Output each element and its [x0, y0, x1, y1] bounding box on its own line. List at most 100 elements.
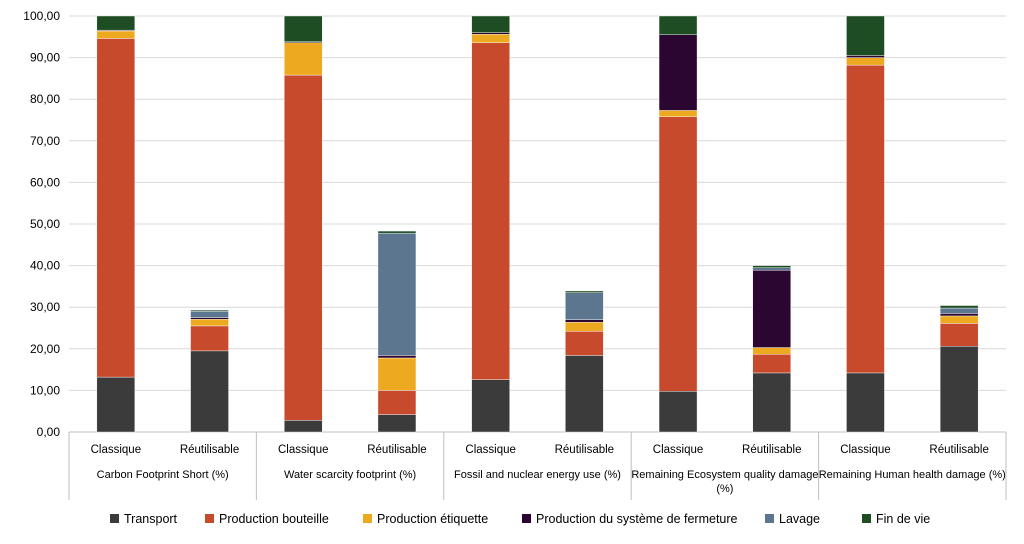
bar-segment-production-bouteille: [471, 42, 510, 380]
category-label: Réutilisable: [555, 444, 614, 456]
bar-segment-lavage: [190, 311, 229, 318]
bar-segment-production-du-systeme-de-fermeture: [471, 32, 510, 35]
group-label: Fossil and nuclear energy use (%): [454, 469, 621, 481]
legend-swatch: [110, 514, 119, 523]
bar-segment-production-etiquette: [565, 321, 604, 332]
bar-segment-production-etiquette: [377, 357, 417, 391]
bar-segment-fin-de-vie: [377, 230, 417, 234]
bar-segment-lavage: [565, 292, 604, 320]
group-label: Remaining Ecosystem quality damage (%): [631, 469, 818, 495]
category-label: Classique: [465, 444, 516, 456]
bar-segment-production-du-systeme-de-fermeture: [939, 313, 979, 317]
bar-segment-fin-de-vie: [658, 15, 698, 35]
y-tick-label: 40,00: [30, 259, 60, 273]
bar-segment-lavage: [752, 267, 791, 271]
y-tick-label: 30,00: [30, 300, 60, 314]
category-label: Classique: [91, 444, 142, 456]
bar-segment-fin-de-vie: [752, 265, 791, 268]
bar-segment-transport: [96, 376, 136, 433]
category-label: Classique: [840, 444, 891, 456]
bar-segment-fin-de-vie: [846, 15, 885, 56]
y-tick-label: 20,00: [30, 342, 60, 356]
y-tick-label: 80,00: [30, 92, 60, 106]
group-label: Remaining Human health damage (%): [819, 469, 1006, 481]
legend-label: Transport: [124, 512, 178, 526]
bar-segment-transport: [752, 372, 791, 433]
bar-segment-production-bouteille: [565, 331, 604, 356]
bar-segment-production-du-systeme-de-fermeture: [190, 317, 229, 320]
bar-segment-production-etiquette: [658, 110, 698, 117]
bar-segment-lavage: [939, 307, 979, 314]
legend-label: Production du système de fermeture: [536, 512, 738, 526]
bar-segment-production-bouteille: [846, 64, 885, 374]
group-label: Water scarcity footprint (%): [284, 469, 416, 481]
legend-item-lavage: Lavage: [765, 512, 820, 526]
bar-segment-production-etiquette: [752, 347, 791, 355]
bar-segment-production-du-systeme-de-fermeture: [846, 55, 885, 58]
x-axis: Classique Réutilisable Classique Réutilisab…: [68, 432, 1007, 500]
legend-swatch: [765, 514, 774, 523]
category-label: Classique: [278, 444, 329, 456]
y-axis-ticks: 0,00 10,00 20,00 30,00 40,00 50,00 60,00 70,00 8…: [23, 9, 60, 439]
bar-segment-fin-de-vie: [284, 15, 323, 42]
bar-segment-transport: [284, 420, 323, 433]
legend-swatch: [363, 514, 372, 523]
bars: [96, 15, 979, 433]
bar-segment-transport: [565, 355, 604, 433]
legend-label: Production bouteille: [219, 512, 329, 526]
bar-segment-production-etiquette: [96, 30, 136, 39]
category-label: Réutilisable: [929, 444, 988, 456]
bar-segment-production-bouteille: [658, 116, 698, 392]
bar-segment-production-etiquette: [846, 57, 885, 66]
bar-segment-production-etiquette: [471, 34, 510, 43]
y-tick-label: 70,00: [30, 134, 60, 148]
bar-segment-production-bouteille: [284, 74, 323, 421]
legend-item-production-du-systeme-de-fermeture: Production du système de fermeture: [522, 512, 738, 526]
bar-segment-production-du-systeme-de-fermeture: [752, 269, 791, 348]
bar-segment-transport: [658, 391, 698, 433]
legend-swatch: [862, 514, 871, 523]
legend-label: Lavage: [779, 512, 820, 526]
bar-segment-fin-de-vie: [471, 15, 510, 33]
category-label: Réutilisable: [367, 444, 426, 456]
bar-segment-production-bouteille: [377, 390, 417, 415]
category-label: Réutilisable: [742, 444, 801, 456]
bar-segment-transport: [846, 372, 885, 433]
legend-item-fin-de-vie: Fin de vie: [862, 512, 930, 526]
bar-segment-production-bouteille: [752, 354, 791, 374]
bar-segment-production-du-systeme-de-fermeture: [565, 319, 604, 323]
y-tick-label: 0,00: [37, 425, 61, 439]
y-tick-label: 60,00: [30, 175, 60, 189]
legend-label: Fin de vie: [876, 512, 930, 526]
bar-segment-transport: [377, 414, 417, 433]
category-label: Réutilisable: [180, 444, 239, 456]
legend-swatch: [205, 514, 214, 523]
legend-item-production-bouteille: Production bouteille: [205, 512, 329, 526]
bar-segment-fin-de-vie: [96, 15, 136, 31]
bar-segment-transport: [190, 350, 229, 433]
bar-segment-transport: [471, 379, 510, 433]
legend-label: Production étiquette: [377, 512, 488, 526]
y-tick-label: 100,00: [23, 9, 60, 23]
bar-segment-production-du-systeme-de-fermeture: [658, 34, 698, 111]
y-tick-label: 10,00: [30, 383, 60, 397]
bar-segment-production-bouteille: [96, 38, 136, 378]
bar-segment-production-bouteille: [190, 325, 229, 352]
legend-item-production-etiquette: Production étiquette: [363, 512, 488, 526]
bar-segment-fin-de-vie: [939, 305, 979, 309]
legend-item-transport: Transport: [110, 512, 178, 526]
group-label: Carbon Footprint Short (%): [97, 469, 229, 481]
legend-swatch: [522, 514, 531, 523]
bar-segment-transport: [939, 346, 979, 433]
legend: Transport Production bouteille Production …: [110, 512, 930, 526]
bar-segment-production-etiquette: [284, 42, 323, 76]
bar-segment-fin-de-vie: [565, 290, 604, 293]
y-tick-label: 50,00: [30, 217, 60, 231]
bar-segment-lavage: [377, 232, 417, 356]
bar-segment-production-etiquette: [939, 315, 979, 324]
bar-segment-production-bouteille: [939, 323, 979, 347]
bar-segment-production-du-systeme-de-fermeture: [377, 355, 417, 359]
bar-segment-production-etiquette: [190, 319, 229, 327]
y-tick-label: 90,00: [30, 51, 60, 65]
